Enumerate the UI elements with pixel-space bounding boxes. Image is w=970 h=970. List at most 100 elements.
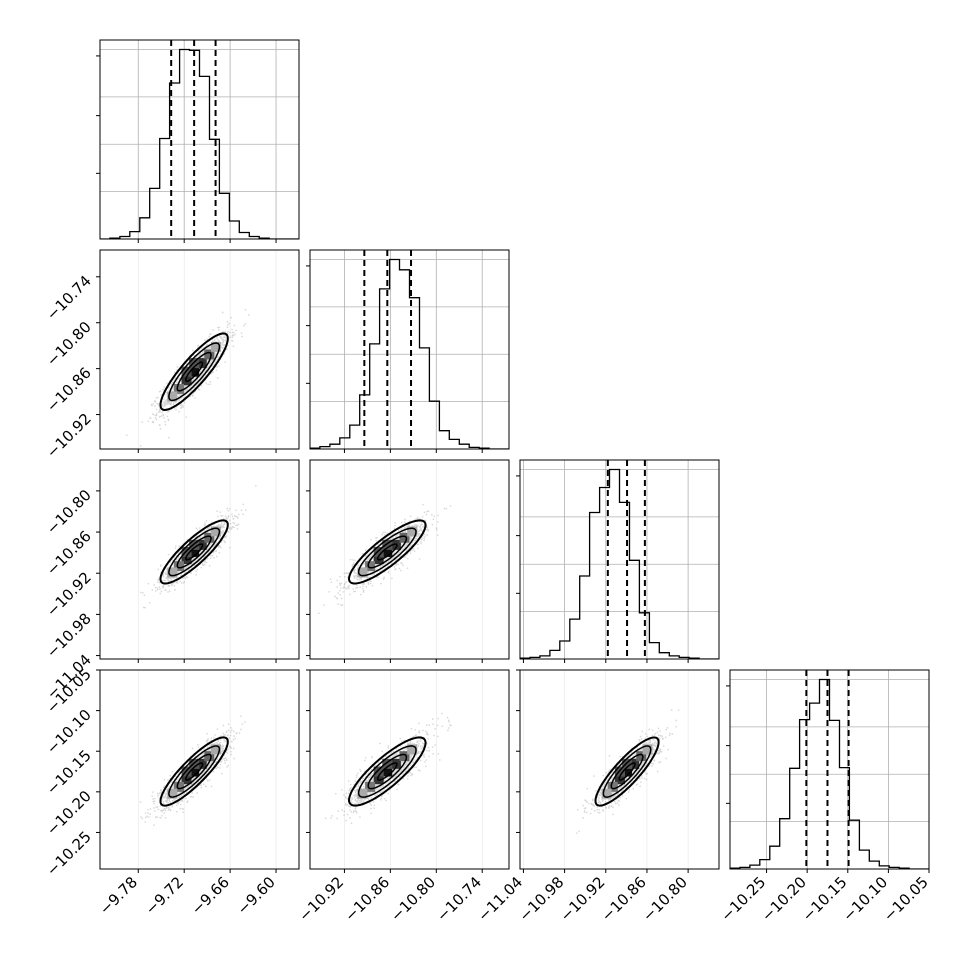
density-cell <box>189 366 200 377</box>
density-cell <box>407 526 418 537</box>
panel-plot-area <box>100 40 299 239</box>
scatter-panel-3-1: −10.92−10.86−10.80−10.74 <box>295 669 510 925</box>
panel-plot-area <box>137 670 277 869</box>
panel-frame <box>519 669 720 870</box>
contour-0 <box>376 762 398 781</box>
x-tick-label: −10.80 <box>639 873 691 925</box>
panel-plot-area <box>325 670 483 869</box>
contour-1 <box>610 753 644 790</box>
density-cell <box>357 567 368 578</box>
contour-3 <box>159 519 229 585</box>
density-cell <box>211 744 222 755</box>
x-tick-label: −10.92 <box>557 873 609 925</box>
panel-frame <box>519 459 720 660</box>
contour-3 <box>159 332 229 412</box>
density-cell <box>189 546 200 557</box>
contour-1 <box>367 535 408 569</box>
density-cell <box>173 383 184 394</box>
panel-plot-area <box>137 460 277 659</box>
density-cell <box>382 539 393 550</box>
density-cell <box>204 532 215 543</box>
panel-frame <box>99 249 300 450</box>
density-cell <box>167 788 178 799</box>
histogram-step <box>520 468 719 659</box>
density-cell <box>636 751 647 762</box>
y-tick-label: −10.92 <box>43 568 95 620</box>
x-tick-label: −10.86 <box>598 873 650 925</box>
density-cell <box>181 375 192 386</box>
histogram-step <box>310 258 509 449</box>
scatter-panel-3-2: −11.04−10.98−10.92−10.86−10.80 <box>474 669 720 925</box>
y-tick-label: −10.86 <box>43 527 95 579</box>
density-cell <box>399 532 410 543</box>
density-cell <box>373 546 384 557</box>
contour-0 <box>618 762 636 781</box>
contour-0 <box>184 762 204 781</box>
x-tick-label: −10.05 <box>880 873 932 925</box>
histogram-panel-0 <box>96 39 300 243</box>
contour-2 <box>168 342 221 402</box>
density-cell <box>167 391 178 402</box>
contour-0 <box>184 543 204 561</box>
panel-plot-area <box>520 460 719 659</box>
density-cell <box>622 766 633 777</box>
density-cell <box>173 781 184 792</box>
panel-plot-area <box>730 670 929 869</box>
contour-1 <box>176 535 212 569</box>
contour-3 <box>159 736 229 807</box>
density-cell <box>173 561 184 572</box>
contour-0 <box>184 361 204 383</box>
contour-0 <box>376 543 398 561</box>
density-cell <box>167 567 178 578</box>
contour-2 <box>602 745 652 798</box>
density-cell <box>407 744 418 755</box>
contour-1 <box>176 351 212 392</box>
contour-3 <box>594 736 660 807</box>
panel-frame <box>99 669 300 870</box>
y-tick-label: −10.98 <box>43 609 95 661</box>
x-tick-label: −9.60 <box>234 873 279 918</box>
x-tick-label: −10.74 <box>433 873 485 925</box>
panel-plot-area <box>126 250 277 449</box>
panel-frame <box>99 39 300 240</box>
density-cell <box>607 781 618 792</box>
y-tick-label: −10.80 <box>43 486 95 538</box>
x-tick-label: −11.04 <box>474 873 526 925</box>
x-tick-label: −9.66 <box>188 873 233 918</box>
panel-frame <box>729 669 930 870</box>
panel-plot-area <box>318 460 483 659</box>
x-tick-label: −9.78 <box>96 873 141 918</box>
contour-1 <box>176 753 212 790</box>
contour-3 <box>347 519 427 585</box>
histogram-panel-2 <box>516 459 720 663</box>
density-cell <box>365 561 376 572</box>
x-tick-label: −10.86 <box>341 873 393 925</box>
x-tick-label: −10.98 <box>515 873 567 925</box>
density-cell <box>181 774 192 785</box>
histogram-panel-1 <box>306 249 510 453</box>
x-tick-label: −9.72 <box>142 873 187 918</box>
density-cell <box>204 349 215 360</box>
panel-frame <box>309 249 510 450</box>
scatter-panel-2-1 <box>306 459 510 663</box>
histogram-step <box>730 678 929 869</box>
density-cell <box>601 788 612 799</box>
panel-plot-area <box>523 670 689 869</box>
contour-3 <box>347 736 427 807</box>
x-tick-label: −10.80 <box>387 873 439 925</box>
scatter-panel-3-0: −9.78 −9.72 −9.66 −9.60−10.25−10.20−10.15−1… <box>43 665 300 918</box>
contour-2 <box>357 745 417 798</box>
panel-frame <box>309 669 510 870</box>
contour-2 <box>357 527 417 577</box>
histogram-panel-3: −10.25−10.20−10.15−10.10−10.05 <box>717 669 932 925</box>
density-cell <box>357 788 368 799</box>
x-tick-label: −10.92 <box>295 873 347 925</box>
density-cell <box>382 546 393 557</box>
contour-1 <box>367 753 408 790</box>
contour-2 <box>168 745 221 798</box>
density-cell <box>382 758 393 769</box>
y-tick-label: −10.92 <box>43 410 95 462</box>
y-tick-label: −10.86 <box>43 364 95 416</box>
y-tick-label: −10.74 <box>43 272 95 324</box>
